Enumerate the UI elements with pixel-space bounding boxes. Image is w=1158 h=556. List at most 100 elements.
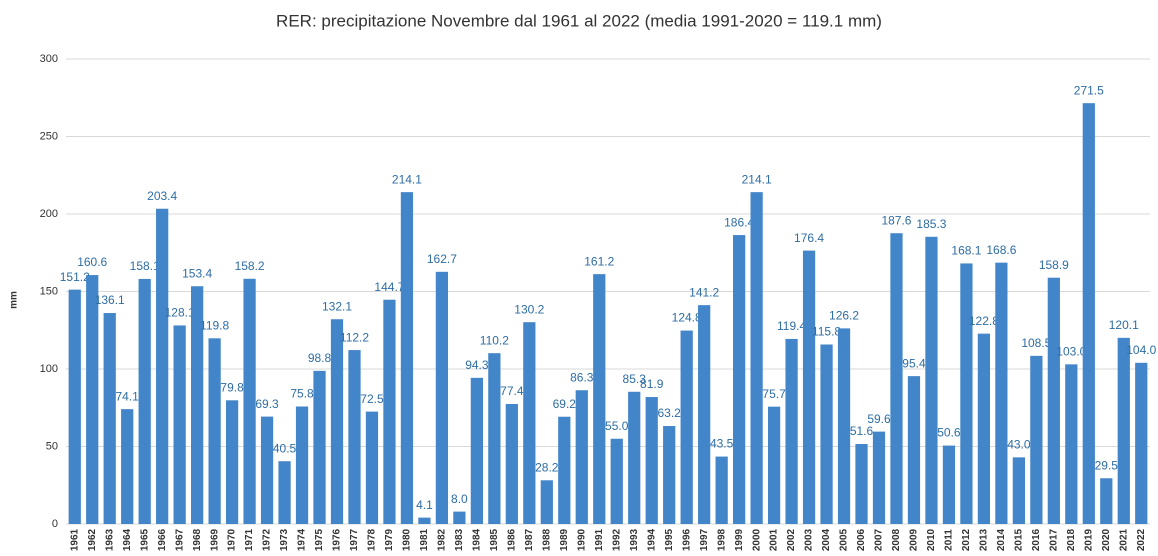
value-label: 94.3 — [465, 358, 489, 372]
x-tick-label: 1977 — [349, 528, 360, 551]
bar — [313, 370, 326, 524]
bar — [575, 390, 588, 524]
x-tick-label: 1987 — [524, 528, 535, 551]
bar — [750, 192, 763, 524]
x-tick-label: 2012 — [961, 528, 972, 551]
bar — [138, 278, 151, 524]
value-label: 86.3 — [570, 370, 594, 384]
x-tick-label: 2004 — [821, 528, 832, 551]
bar — [890, 233, 903, 524]
x-tick-label: 2011 — [944, 529, 955, 551]
x-tick-label: 1997 — [699, 528, 710, 551]
y-tick-label: 200 — [40, 208, 58, 220]
value-label: 55.0 — [605, 419, 629, 433]
x-tick-label: 2018 — [1066, 528, 1077, 551]
x-tick-label: 1989 — [559, 528, 570, 551]
value-label: 77.4 — [500, 384, 524, 398]
x-tick-label: 1966 — [157, 528, 168, 551]
x-tick-label: 2017 — [1048, 528, 1059, 551]
x-tick-label: 2020 — [1101, 528, 1112, 551]
value-label: 110.2 — [480, 333, 509, 347]
bar — [907, 376, 921, 524]
value-label: 176.4 — [794, 231, 824, 245]
value-label: 43.5 — [710, 437, 734, 451]
value-label: 4.1 — [416, 498, 433, 512]
value-label: 8.0 — [451, 492, 468, 506]
value-label: 144.7 — [374, 280, 404, 294]
value-label: 141.2 — [689, 285, 719, 299]
bar — [383, 299, 396, 524]
bar — [86, 275, 99, 524]
value-label: 130.2 — [514, 302, 544, 316]
x-tick-label: 1973 — [279, 528, 290, 551]
bar — [418, 517, 431, 524]
bar — [977, 333, 991, 524]
value-label: 40.5 — [273, 441, 297, 455]
y-axis-label: mm — [9, 291, 20, 309]
value-label: 119.8 — [200, 318, 229, 332]
x-tick-label: 1999 — [734, 528, 745, 551]
bar — [767, 406, 781, 524]
bar — [1065, 364, 1078, 524]
value-label: 124.8 — [672, 311, 702, 325]
value-label: 28.2 — [535, 460, 559, 474]
x-tick-label: 1982 — [437, 528, 448, 551]
value-label: 185.3 — [916, 217, 946, 231]
value-label: 50.6 — [937, 426, 961, 440]
value-label: 72.5 — [360, 392, 384, 406]
value-label: 104.0 — [1126, 343, 1156, 357]
value-label: 85.3 — [623, 372, 647, 386]
x-tick-label: 1964 — [122, 528, 133, 551]
bar — [942, 445, 956, 524]
value-label: 79.8 — [220, 380, 244, 394]
value-label: 63.2 — [658, 406, 682, 420]
value-label: 43.0 — [1007, 438, 1031, 452]
value-label: 161.2 — [584, 254, 614, 268]
x-tick-label: 2000 — [751, 528, 762, 551]
x-tick-label: 2019 — [1083, 528, 1094, 551]
x-tick-label: 2013 — [979, 528, 990, 551]
bar — [156, 208, 169, 525]
value-label: 136.1 — [95, 293, 125, 307]
value-label: 95.4 — [902, 356, 926, 370]
value-label: 168.6 — [986, 243, 1016, 257]
value-label: 168.1 — [951, 244, 981, 258]
x-tick-label: 1988 — [541, 528, 552, 551]
bar — [872, 431, 886, 524]
x-tick-label: 1965 — [139, 528, 150, 551]
value-label: 120.1 — [1109, 318, 1139, 332]
bar — [1100, 478, 1113, 524]
bar — [400, 192, 414, 524]
bar — [470, 377, 483, 524]
value-label: 51.6 — [850, 424, 874, 438]
value-label: 160.6 — [77, 255, 107, 269]
x-tick-label: 2006 — [856, 528, 867, 551]
x-tick-label: 1970 — [227, 528, 238, 551]
x-tick-label: 1986 — [506, 528, 517, 551]
value-label: 214.1 — [392, 172, 422, 186]
bar — [698, 305, 711, 524]
x-tick-label: 2007 — [874, 528, 885, 551]
bar — [208, 338, 221, 524]
x-tick-label: 1974 — [297, 528, 308, 551]
bar — [68, 289, 81, 524]
bar — [645, 397, 658, 524]
bar — [733, 235, 746, 524]
bar — [173, 325, 186, 524]
bar — [610, 438, 623, 524]
y-tick-label: 100 — [40, 363, 58, 375]
bar — [191, 286, 204, 524]
x-tick-label: 1962 — [87, 528, 98, 551]
bar — [1135, 362, 1148, 524]
x-tick-label: 1976 — [332, 528, 343, 551]
bar — [628, 391, 641, 524]
value-label: 122.8 — [969, 314, 999, 328]
bar — [593, 274, 606, 524]
x-tick-label: 1990 — [576, 528, 587, 551]
x-tick-label: 1985 — [489, 528, 500, 551]
bar — [820, 344, 833, 524]
x-tick-label: 1984 — [472, 528, 483, 551]
bar — [505, 404, 518, 524]
x-tick-label: 2005 — [839, 528, 850, 551]
y-tick-label: 150 — [40, 285, 58, 297]
